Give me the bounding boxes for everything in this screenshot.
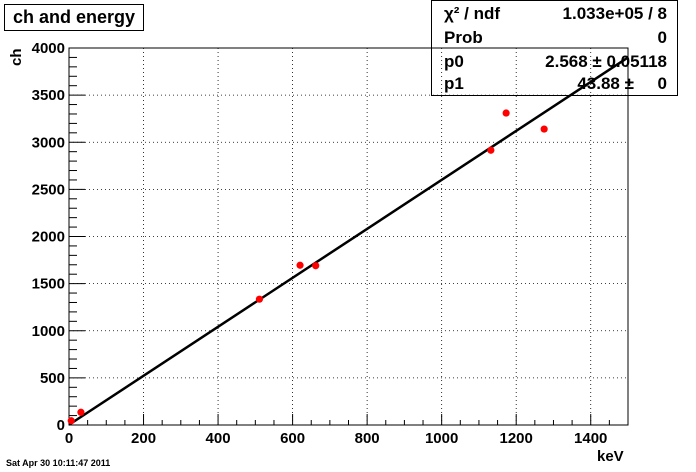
x-tick-label: 0 bbox=[65, 430, 73, 447]
stats-label: Prob bbox=[444, 28, 483, 47]
x-tick-labels: 0 200 400 600 800 1000 1200 1400 bbox=[65, 430, 608, 447]
y-tick-label: 1500 bbox=[32, 276, 65, 293]
y-tick-label: 2000 bbox=[32, 229, 65, 246]
y-tick-label: 500 bbox=[40, 370, 65, 387]
data-point bbox=[255, 295, 264, 303]
stats-value: 2.568 ± 0.05118 bbox=[545, 52, 667, 71]
data-point bbox=[502, 109, 510, 117]
y-tick-label: 2500 bbox=[32, 181, 65, 198]
stats-row-p0: p0 2.568 ± 0.05118 bbox=[444, 52, 667, 74]
data-point bbox=[487, 146, 495, 154]
data-point bbox=[540, 125, 548, 133]
x-tick-label: 800 bbox=[355, 430, 380, 447]
data-point bbox=[67, 417, 75, 425]
y-tick-label: 3500 bbox=[32, 87, 65, 104]
y-tick-labels: 0 500 1000 1500 2000 2500 3000 3500 4000 bbox=[32, 40, 65, 434]
stats-value: 0 bbox=[657, 28, 667, 47]
stats-row-prob: Prob 0 bbox=[444, 28, 667, 50]
y-tick-label: 4000 bbox=[32, 40, 65, 57]
x-axis-label: keV bbox=[597, 448, 624, 465]
y-tick-label: 0 bbox=[57, 417, 65, 434]
x-tick-label: 1200 bbox=[500, 430, 533, 447]
x-tick-label: 400 bbox=[206, 430, 231, 447]
data-point bbox=[296, 261, 304, 269]
stats-row-p1: p1 43.88 ± 0 bbox=[444, 74, 667, 96]
y-axis-label: ch bbox=[8, 48, 25, 66]
chart-title: ch and energy bbox=[4, 4, 145, 31]
x-tick-label: 1400 bbox=[574, 430, 607, 447]
x-tick-label: 1000 bbox=[425, 430, 458, 447]
data-point bbox=[77, 408, 85, 416]
stats-label: p0 bbox=[444, 52, 464, 71]
timestamp: Sat Apr 30 10:11:47 2011 bbox=[6, 458, 111, 468]
axis-ticks bbox=[68, 47, 629, 426]
y-tick-label: 1000 bbox=[32, 323, 65, 340]
stats-value: 1.033e+05 / 8 bbox=[562, 4, 667, 23]
data-points bbox=[67, 109, 548, 425]
fit-line bbox=[68, 56, 629, 426]
stats-label: χ² / ndf bbox=[444, 4, 501, 23]
stats-label: p1 bbox=[444, 74, 464, 93]
stats-row-chi2: χ² / ndf 1.033e+05 / 8 bbox=[444, 4, 667, 26]
y-tick-label: 3000 bbox=[32, 134, 65, 151]
stats-value: 43.88 ± 0 bbox=[577, 74, 667, 93]
data-point bbox=[312, 262, 320, 270]
fit-stats-box: χ² / ndf 1.033e+05 / 8 Prob 0 p0 2.568 ±… bbox=[431, 0, 678, 96]
x-tick-label: 600 bbox=[280, 430, 305, 447]
x-tick-label: 200 bbox=[131, 430, 156, 447]
grid-lines bbox=[69, 47, 628, 425]
